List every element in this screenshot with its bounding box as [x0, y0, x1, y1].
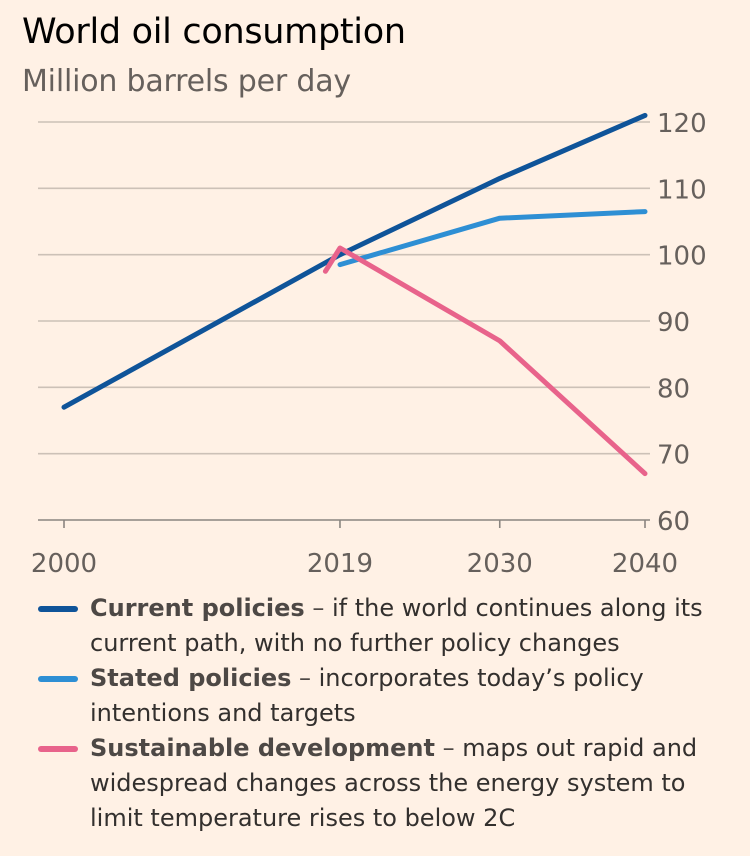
x-tick-label: 2000 [31, 549, 97, 579]
legend-separator: – [435, 734, 463, 762]
series-line-sustainable-development [322, 245, 648, 477]
y-tick-label: 120 [657, 109, 707, 139]
chart-legend: Current policies – if the world continue… [38, 591, 738, 836]
legend-separator: – [304, 594, 332, 622]
legend-swatch-sustainable-development [38, 746, 78, 752]
y-tick-label: 90 [657, 308, 690, 338]
legend-swatch-stated-policies [38, 676, 78, 682]
y-tick-label: 110 [657, 175, 707, 205]
chart-title: World oil consumption [22, 12, 406, 52]
legend-item-current-policies: Current policies – if the world continue… [38, 591, 738, 661]
legend-description-sustainable-development: maps out rapid and widespread changes ac… [90, 734, 698, 832]
legend-separator: – [291, 664, 319, 692]
legend-label-stated-policies: Stated policies [90, 664, 292, 692]
chart-subtitle: Million barrels per day [22, 64, 351, 99]
x-tick-label: 2030 [467, 549, 533, 579]
line-chart: 60 70 80 90 100 110 120 2000 2019 2030 2040 [31, 109, 707, 579]
y-tick-label: 80 [657, 374, 690, 404]
legend-description-current-policies: if the world continues along its current… [90, 594, 703, 657]
series-line-current-policies [61, 112, 648, 410]
series-line-stated-policies [337, 209, 648, 268]
x-tick-label: 2019 [307, 549, 373, 579]
legend-label-sustainable-development: Sustainable development [90, 734, 435, 762]
legend-description-stated-policies: incorporates today’s policy intentions a… [90, 664, 644, 727]
y-tick-label: 70 [657, 441, 690, 471]
y-tick-label: 100 [657, 242, 707, 272]
legend-label-current-policies: Current policies [90, 594, 305, 622]
y-tick-label: 60 [657, 507, 690, 537]
x-tick-label: 2040 [612, 549, 678, 579]
legend-item-stated-policies: Stated policies – incorporates today’s p… [38, 661, 738, 731]
legend-item-sustainable-development: Sustainable development – maps out rapid… [38, 731, 738, 836]
legend-swatch-current-policies [38, 606, 78, 612]
